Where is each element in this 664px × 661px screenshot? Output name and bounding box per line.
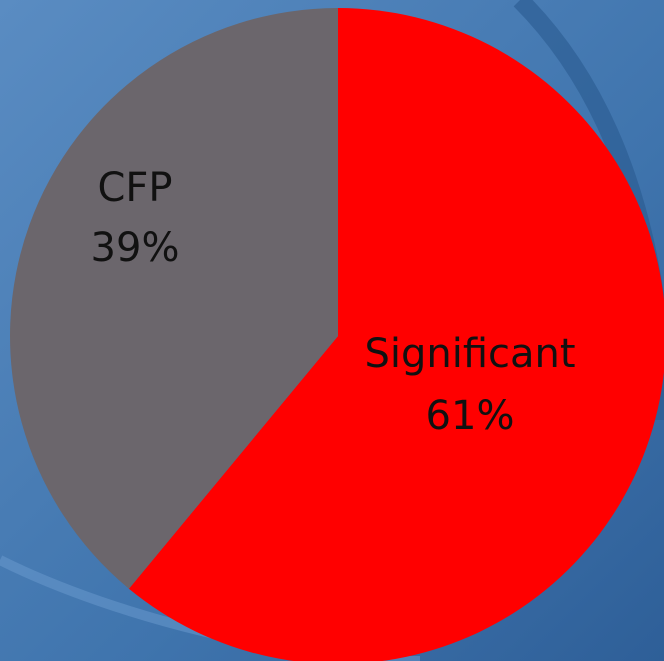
value-label: 61%: [426, 393, 515, 439]
pie-slice: [128, 8, 664, 661]
pie: Significant 61% CFP 39%: [9, 8, 664, 661]
pie-slice: [9, 8, 338, 589]
slice-label: CFP: [97, 165, 172, 211]
slice-label: Significant: [364, 331, 575, 377]
value-label: 39%: [91, 225, 180, 271]
